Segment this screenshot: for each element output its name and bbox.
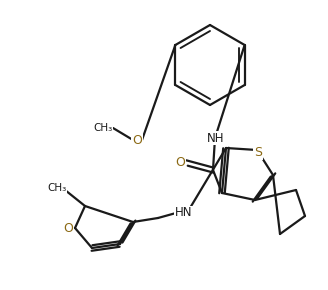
Text: O: O	[175, 157, 185, 169]
Text: CH₃: CH₃	[93, 123, 113, 133]
Text: S: S	[254, 146, 262, 159]
Text: HN: HN	[175, 206, 193, 220]
Text: NH: NH	[207, 131, 225, 144]
Text: O: O	[63, 222, 73, 235]
Text: CH₃: CH₃	[47, 183, 67, 193]
Text: O: O	[132, 133, 142, 146]
